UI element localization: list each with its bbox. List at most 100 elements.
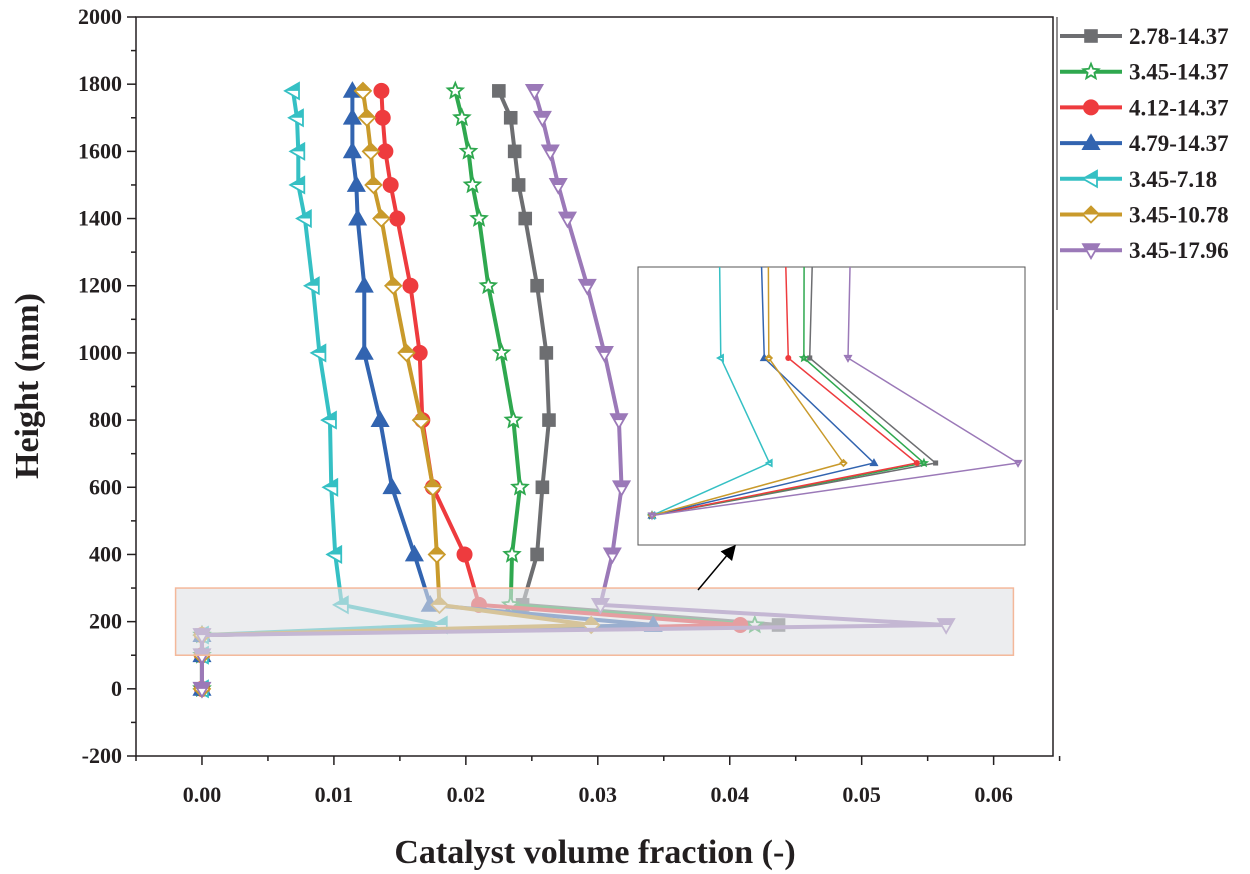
circle-marker [456,546,473,563]
diamond-marker-fill [412,412,429,421]
inset-series-line [651,267,938,517]
square-marker-shape [530,547,544,562]
diamond-marker [427,545,447,564]
legend-label: 3.45-10.78 [1129,203,1229,228]
triangle-down-marker [577,278,597,296]
star-marker-shape [918,457,930,468]
legend-item: 3.45-10.78 [1060,203,1229,228]
square-marker-shape [542,413,556,427]
y-tick-label: -200 [82,743,122,768]
star-marker [445,80,466,100]
triangle-down-marker-fill [844,355,851,358]
square-marker [530,278,544,293]
circle-marker-shape [913,460,920,466]
triangle-down-marker-fill [1083,244,1099,251]
circle-marker [913,460,920,466]
inset-arrow [697,544,736,591]
y-tick-label: 2000 [78,4,122,29]
triangle-down-marker-fill [851,93,857,98]
triangle-down-marker-fill [559,212,576,219]
legend-item: 2.78-14.37 [1060,24,1229,49]
legend-label: 3.45-7.18 [1129,167,1217,192]
x-tick-label: 0.00 [183,782,222,807]
diamond-marker [397,343,416,363]
square-marker [511,178,526,192]
triangle-up-marker [346,175,366,192]
diamond-marker-shape [765,93,771,99]
diamond-marker [357,108,377,128]
diamond-marker [764,353,774,363]
square-marker [518,211,533,226]
triangle-down-marker [843,354,853,363]
diamond-marker-fill [362,143,379,152]
triangle-left-marker-fill [327,546,342,555]
y-tick-label: 800 [89,407,122,432]
square-marker-shape [507,144,522,159]
star-marker-shape [452,107,472,127]
inset-series-line [651,267,845,517]
diamond-marker-fill [840,460,847,463]
star-marker-shape [502,544,522,563]
square-marker [535,480,550,495]
triangle-down-marker-fill [526,84,543,91]
x-tick-label: 0.02 [447,782,486,807]
diamond-marker-fill [428,546,445,555]
triangle-left-marker [295,208,312,229]
triangle-up-marker-shape [1081,133,1101,150]
square-marker [542,413,556,427]
triangle-down-marker-fill [542,145,559,152]
legend-label: 4.79-14.37 [1129,131,1229,156]
triangle-down-marker-fill [193,682,210,689]
triangle-left-marker [325,544,343,565]
star-marker [510,476,530,496]
square-marker-shape [1084,29,1098,43]
star-marker [502,544,522,563]
diamond-marker [765,93,771,99]
star-marker-shape [503,409,524,429]
triangle-left-marker [320,410,337,430]
circle-marker [785,355,792,361]
triangle-left-marker [283,81,300,101]
square-marker [1084,29,1098,43]
star-marker [798,352,809,363]
triangle-left-marker [1081,169,1098,189]
circle-marker [374,109,391,126]
diamond-marker-fill [1083,206,1099,215]
circle-marker [1083,99,1099,116]
legend-item: 3.45-17.96 [1060,238,1229,263]
x-tick-label: 0.05 [842,782,881,807]
star-marker [478,275,499,295]
triangle-up-marker-shape [342,141,362,159]
axes: -200 0 200 400 600 800 1000 1200 1400 1600 1800 200… [78,4,1061,807]
square-marker [492,84,506,98]
triangle-up-marker [354,343,374,360]
triangle-up-marker [382,477,402,495]
x-axis-label: Catalyst volume fraction (-) [394,834,795,871]
diamond-marker-fill [385,277,402,286]
star-marker-shape [462,174,483,194]
triangle-left-marker [287,108,304,128]
diamond-marker [384,276,403,295]
triangle-left-marker [764,458,773,468]
triangle-left-marker [715,353,724,363]
star-marker-shape [491,342,512,362]
star-marker [802,93,808,98]
square-marker [933,460,939,466]
inset-series-line [651,267,919,517]
triangle-down-marker [192,681,212,699]
diamond-marker-fill [373,210,390,219]
legend-label: 3.45-14.37 [1129,60,1229,85]
legend-label: 2.78-14.37 [1129,24,1229,49]
triangle-up-marker-shape [354,343,374,360]
star-marker-shape [458,141,479,160]
triangle-left-marker-fill [288,109,303,118]
diamond-marker-fill [424,479,441,488]
diamond-marker-fill [398,344,415,353]
triangle-left-marker [321,477,339,497]
circle-marker-shape [382,176,399,193]
triangle-down-marker-fill [613,481,630,488]
triangle-up-marker-shape [404,544,424,562]
triangle-up-marker [1081,133,1101,150]
triangle-down-marker [540,144,560,162]
